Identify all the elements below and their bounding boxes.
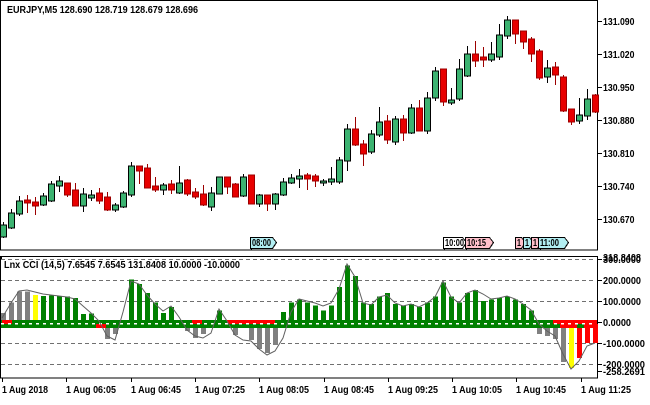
svg-text:10:00: 10:00 bbox=[445, 238, 464, 249]
svg-text:-258.2691: -258.2691 bbox=[603, 367, 645, 378]
svg-text:100.0000: 100.0000 bbox=[603, 297, 641, 308]
svg-text:-200.0000: -200.0000 bbox=[603, 360, 645, 371]
svg-text:1 Aug 11:25: 1 Aug 11:25 bbox=[581, 385, 631, 396]
svg-text:1 Aug 06:05: 1 Aug 06:05 bbox=[66, 385, 116, 396]
svg-text:-100.0000: -100.0000 bbox=[603, 339, 645, 350]
svg-text:Lnx CCI (14,5) 7.6545 7.6545 1: Lnx CCI (14,5) 7.6545 7.6545 131.8408 10… bbox=[4, 260, 240, 271]
svg-text:131.090: 131.090 bbox=[603, 17, 635, 28]
svg-text:1 Aug 08:05: 1 Aug 08:05 bbox=[259, 385, 309, 396]
svg-text:EURJPY,M5 128.690 128.719 128: EURJPY,M5 128.690 128.719 128.679 128.69… bbox=[7, 5, 198, 16]
svg-text:1 Aug 09:25: 1 Aug 09:25 bbox=[388, 385, 438, 396]
svg-text:1 Aug 06:45: 1 Aug 06:45 bbox=[131, 385, 181, 396]
svg-text:318.8408: 318.8408 bbox=[603, 253, 641, 264]
svg-text:08:00: 08:00 bbox=[252, 238, 271, 249]
svg-text:1 Aug 07:25: 1 Aug 07:25 bbox=[195, 385, 245, 396]
svg-text:130.810: 130.810 bbox=[603, 149, 635, 160]
svg-text:1 Aug 08:45: 1 Aug 08:45 bbox=[324, 385, 374, 396]
svg-text:10:15: 10:15 bbox=[467, 238, 486, 249]
svg-text:300.0000: 300.0000 bbox=[603, 255, 641, 266]
svg-text:130.670: 130.670 bbox=[603, 215, 635, 226]
svg-text:1 Aug 10:05: 1 Aug 10:05 bbox=[452, 385, 502, 396]
svg-text:11:00: 11:00 bbox=[540, 238, 559, 249]
svg-text:1: 1 bbox=[533, 238, 537, 249]
svg-text:0.0000: 0.0000 bbox=[603, 318, 631, 329]
svg-text:131.020: 131.020 bbox=[603, 50, 635, 61]
svg-text:1: 1 bbox=[517, 238, 521, 249]
svg-text:130.880: 130.880 bbox=[603, 116, 635, 127]
svg-text:130.740: 130.740 bbox=[603, 182, 635, 193]
svg-text:130.950: 130.950 bbox=[603, 83, 635, 94]
svg-text:1: 1 bbox=[525, 238, 529, 249]
svg-text:200.0000: 200.0000 bbox=[603, 276, 641, 287]
svg-text:1 Aug 2018: 1 Aug 2018 bbox=[2, 385, 48, 396]
svg-text:1 Aug 10:45: 1 Aug 10:45 bbox=[516, 385, 566, 396]
